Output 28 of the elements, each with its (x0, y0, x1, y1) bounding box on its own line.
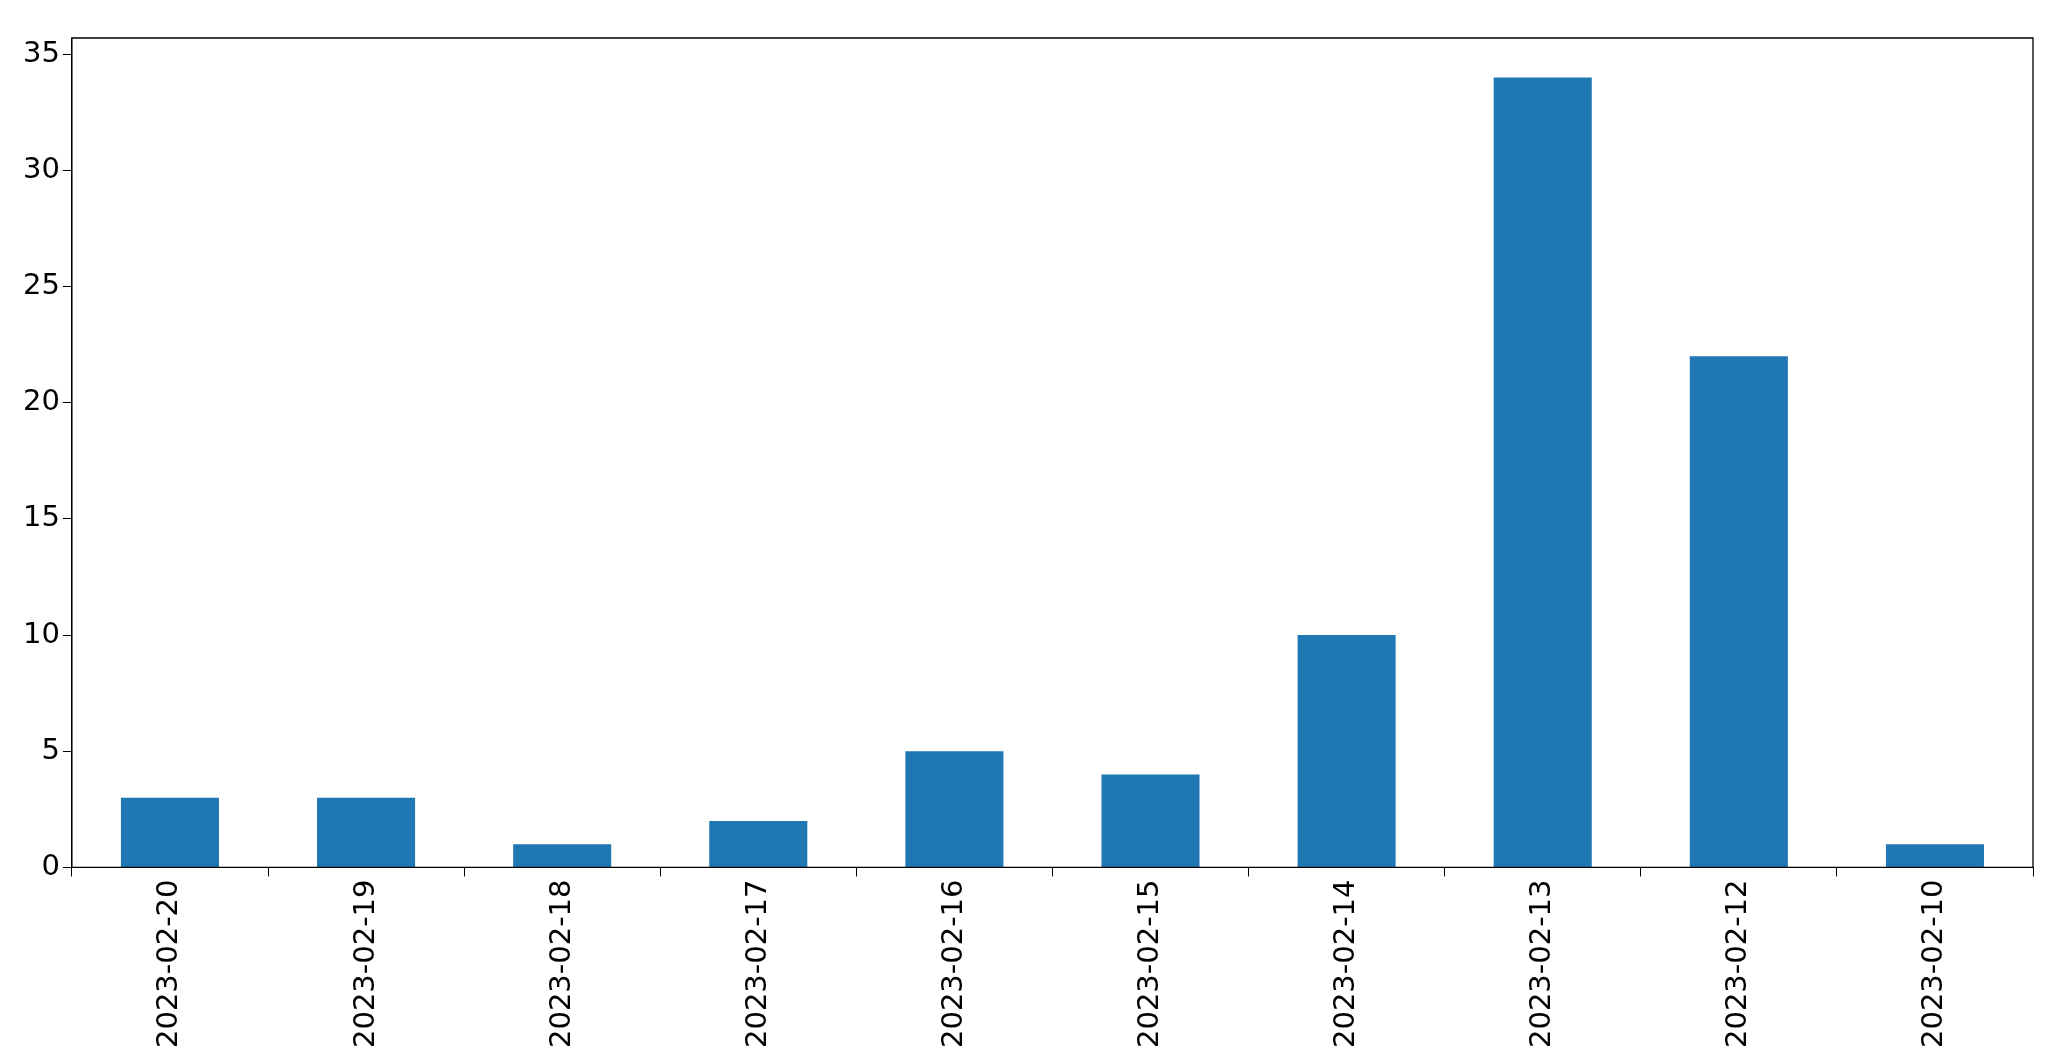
x-tick-label: 2023-02-16 (934, 879, 969, 1049)
bar (905, 751, 1004, 867)
x-tick-label: 2023-02-14 (1327, 879, 1362, 1049)
x-tick-label: 2023-02-17 (738, 879, 773, 1049)
x-tick-label: 2023-02-15 (1131, 879, 1166, 1049)
y-tick-label: 30 (23, 150, 60, 185)
bar (1101, 774, 1200, 867)
y-tick-label: 10 (23, 615, 60, 650)
x-tick-label: 2023-02-10 (1915, 879, 1950, 1049)
bar (1885, 844, 1984, 867)
bar (709, 821, 808, 867)
y-tick-label: 35 (23, 34, 60, 69)
y-tick-label: 20 (23, 383, 60, 418)
x-tick-label: 2023-02-13 (1523, 879, 1558, 1049)
x-tick-label: 2023-02-12 (1719, 879, 1754, 1049)
x-tick-label: 2023-02-20 (150, 879, 185, 1049)
bar (1297, 635, 1396, 867)
x-tick-label: 2023-02-18 (542, 879, 577, 1049)
bar (317, 797, 416, 867)
y-tick-label: 0 (41, 848, 60, 882)
x-tick-label: 2023-02-19 (346, 879, 381, 1049)
bar (513, 844, 612, 867)
bar (1689, 356, 1788, 867)
y-tick-label: 5 (41, 731, 60, 766)
y-tick-label: 15 (23, 499, 60, 534)
bar (1493, 77, 1592, 867)
bar (120, 797, 219, 867)
y-tick-label: 25 (23, 267, 60, 302)
